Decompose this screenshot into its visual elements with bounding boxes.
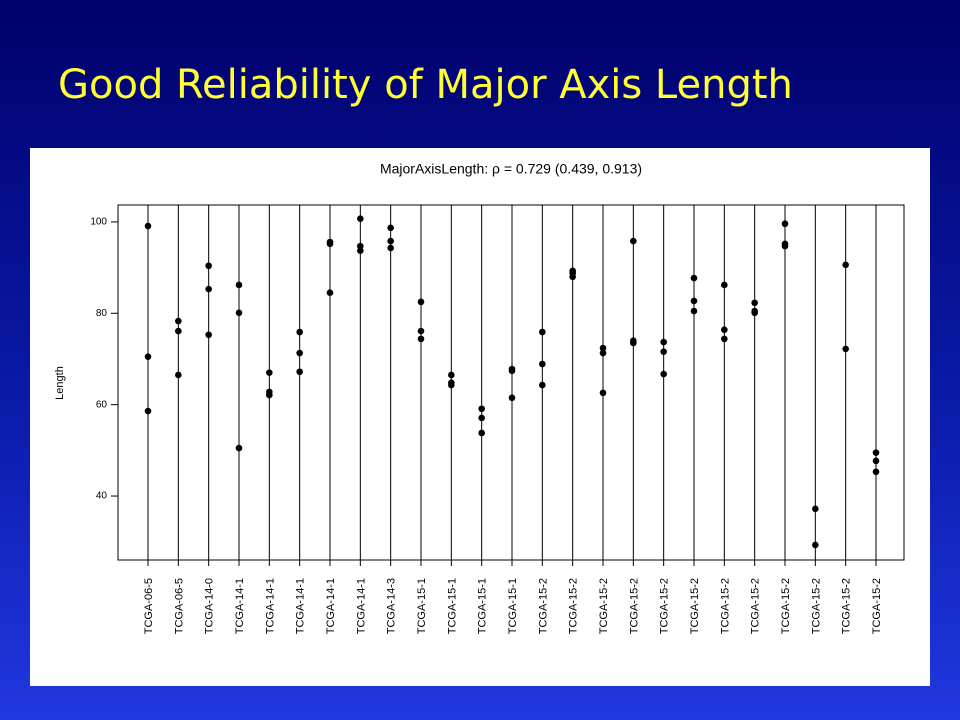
- x-tick-label: TCGA-15-2: [628, 578, 640, 634]
- data-point: [417, 298, 425, 306]
- data-point: [872, 468, 880, 476]
- x-tick-label: TCGA-15-1: [446, 578, 458, 634]
- data-point: [539, 360, 546, 368]
- data-point: [721, 326, 728, 334]
- data-point: [630, 339, 637, 347]
- data-point: [599, 344, 607, 352]
- data-point: [296, 368, 303, 376]
- data-point: [690, 307, 698, 315]
- y-tick-label: 100: [90, 217, 107, 228]
- x-tick-label: TCGA-15-2: [568, 578, 580, 634]
- data-point: [478, 405, 485, 413]
- data-point: [387, 244, 394, 252]
- data-point: [690, 274, 698, 282]
- data-point: [812, 541, 819, 549]
- x-tick-label: TCGA-06-5: [173, 578, 185, 634]
- x-tick-label: TCGA-15-1: [416, 578, 428, 634]
- chart: MajorAxisLength: ρ = 0.729 (0.439, 0.913…: [30, 148, 930, 686]
- data-point: [387, 237, 394, 245]
- data-point: [599, 389, 607, 397]
- data-point: [781, 220, 789, 228]
- data-point: [448, 381, 455, 389]
- data-point: [690, 297, 698, 305]
- data-point: [508, 367, 516, 375]
- data-point: [205, 331, 212, 339]
- data-point: [539, 328, 546, 336]
- x-tick-label: TCGA-15-2: [537, 578, 549, 634]
- data-point: [144, 222, 152, 230]
- data-point: [235, 309, 243, 317]
- y-tick-label: 80: [96, 308, 108, 319]
- x-tick-label: TCGA-15-2: [659, 578, 671, 634]
- data-point: [205, 262, 212, 270]
- data-point: [357, 247, 364, 254]
- x-tick-label: TCGA-14-1: [355, 578, 367, 634]
- data-point: [660, 338, 667, 346]
- data-point: [326, 240, 334, 248]
- x-tick-label: TCGA-15-1: [507, 578, 519, 634]
- x-tick-label: TCGA-14-0: [204, 578, 216, 634]
- data-point: [144, 353, 152, 360]
- data-point: [721, 281, 728, 289]
- data-point: [508, 394, 516, 402]
- x-tick-label: TCGA-15-2: [810, 578, 822, 634]
- data-point: [417, 327, 425, 335]
- data-point: [175, 317, 182, 325]
- data-point: [872, 449, 880, 456]
- slide-title: Good Reliability of Major Axis Length: [58, 62, 793, 108]
- data-point: [144, 407, 152, 415]
- data-point: [660, 348, 667, 355]
- data-point: [266, 391, 273, 399]
- data-point: [842, 261, 849, 269]
- x-tick-label: TCGA-14-1: [264, 578, 276, 634]
- data-point: [721, 335, 728, 343]
- data-point: [781, 242, 789, 250]
- data-point: [205, 285, 212, 293]
- data-point: [751, 299, 758, 307]
- x-tick-label: TCGA-15-2: [750, 578, 762, 634]
- data-point: [266, 369, 273, 376]
- x-tick-label: TCGA-06-5: [143, 578, 155, 634]
- y-tick-label: 40: [96, 491, 108, 502]
- x-tick-label: TCGA-15-2: [871, 578, 883, 634]
- x-tick-label: TCGA-14-1: [234, 578, 246, 634]
- data-point: [872, 457, 880, 465]
- x-tick-label: TCGA-14-1: [295, 578, 307, 634]
- data-point: [357, 215, 364, 223]
- data-point: [751, 309, 758, 317]
- data-point: [660, 370, 667, 378]
- data-point: [478, 414, 485, 422]
- data-point: [630, 237, 637, 245]
- data-point: [357, 242, 364, 250]
- x-tick-label: TCGA-14-3: [386, 578, 398, 634]
- data-point: [539, 381, 546, 389]
- data-point: [599, 349, 607, 357]
- data-point: [175, 327, 182, 335]
- y-tick-label: 60: [96, 399, 108, 410]
- x-tick-label: TCGA-15-2: [841, 578, 853, 634]
- data-point: [235, 281, 243, 289]
- data-point: [296, 349, 303, 357]
- data-point: [448, 371, 455, 379]
- data-point: [296, 328, 303, 336]
- y-axis-label: Length: [54, 366, 66, 400]
- plot-frame: [117, 204, 905, 561]
- data-point: [842, 345, 849, 353]
- chart-title: MajorAxisLength: ρ = 0.729 (0.439, 0.913…: [380, 161, 642, 177]
- x-tick-label: TCGA-15-2: [719, 578, 731, 634]
- x-tick-label: TCGA-15-1: [477, 578, 489, 634]
- x-tick-label: TCGA-15-2: [598, 578, 610, 634]
- x-tick-label: TCGA-15-2: [780, 578, 792, 634]
- data-point: [417, 335, 425, 343]
- data-point: [569, 273, 576, 281]
- data-point: [235, 444, 243, 452]
- x-tick-label: TCGA-14-1: [325, 578, 337, 634]
- data-point: [175, 371, 182, 379]
- x-tick-label: TCGA-15-2: [689, 578, 701, 634]
- data-point: [326, 289, 334, 297]
- data-point: [387, 224, 394, 232]
- data-point: [478, 429, 485, 437]
- data-point: [812, 505, 819, 513]
